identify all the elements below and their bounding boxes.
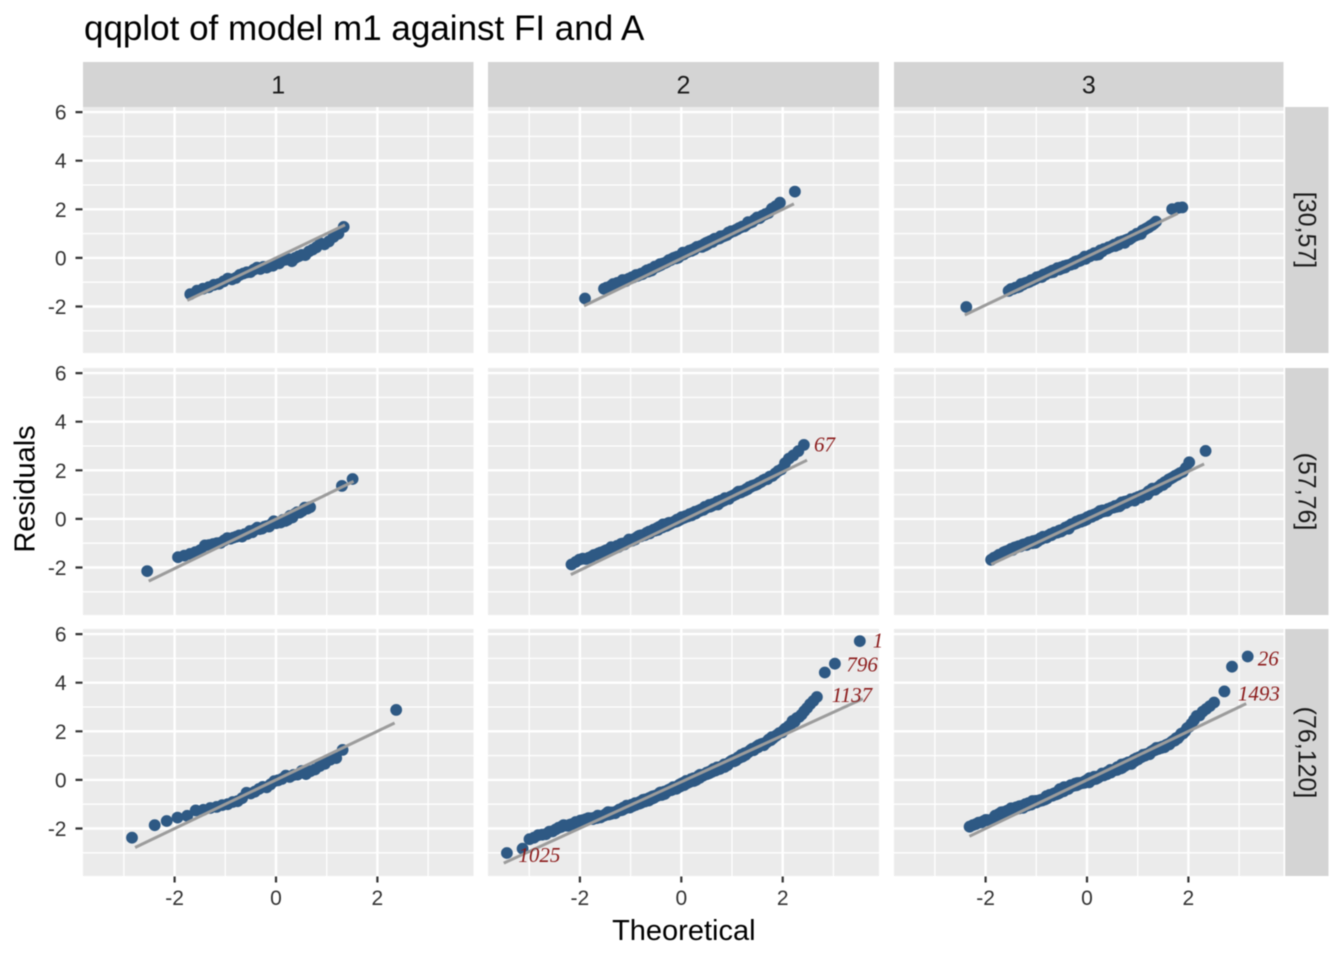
svg-text:2: 2: [777, 887, 789, 910]
svg-text:6: 6: [55, 102, 67, 125]
svg-text:1137: 1137: [832, 683, 874, 707]
svg-text:2: 2: [55, 460, 67, 483]
svg-text:1: 1: [271, 71, 285, 99]
svg-text:0: 0: [1081, 887, 1093, 910]
svg-text:0: 0: [675, 887, 687, 910]
svg-text:0: 0: [270, 887, 282, 910]
svg-text:Residuals: Residuals: [10, 425, 42, 552]
svg-text:(76,120]: (76,120]: [1292, 707, 1320, 799]
svg-text:0: 0: [55, 769, 67, 792]
svg-text:4: 4: [55, 150, 67, 173]
svg-text:2: 2: [677, 71, 691, 99]
svg-text:26: 26: [1258, 647, 1280, 671]
svg-text:2: 2: [55, 199, 67, 222]
svg-text:2: 2: [372, 887, 384, 910]
svg-text:2: 2: [55, 721, 67, 744]
svg-text:qqplot of model m1 against FI: qqplot of model m1 against FI and A: [84, 9, 645, 48]
svg-text:-2: -2: [48, 818, 67, 841]
svg-text:4: 4: [55, 411, 67, 434]
svg-text:-2: -2: [48, 296, 67, 319]
svg-text:0: 0: [55, 508, 67, 531]
svg-text:[30,57]: [30,57]: [1292, 192, 1320, 268]
svg-text:2: 2: [1183, 887, 1195, 910]
svg-text:-2: -2: [976, 887, 995, 910]
svg-text:6: 6: [55, 363, 67, 386]
svg-text:67: 67: [814, 433, 837, 457]
svg-text:1: 1: [873, 629, 884, 653]
svg-text:-2: -2: [48, 557, 67, 580]
svg-text:6: 6: [55, 624, 67, 647]
svg-text:0: 0: [55, 247, 67, 270]
svg-text:(57,76]: (57,76]: [1292, 453, 1320, 531]
svg-text:1025: 1025: [518, 843, 560, 867]
svg-text:-2: -2: [571, 887, 590, 910]
svg-text:796: 796: [846, 653, 878, 677]
svg-text:Theoretical: Theoretical: [612, 915, 755, 947]
svg-text:1493: 1493: [1238, 681, 1280, 705]
svg-text:4: 4: [55, 672, 67, 695]
svg-text:3: 3: [1082, 71, 1096, 99]
svg-text:-2: -2: [165, 887, 184, 910]
